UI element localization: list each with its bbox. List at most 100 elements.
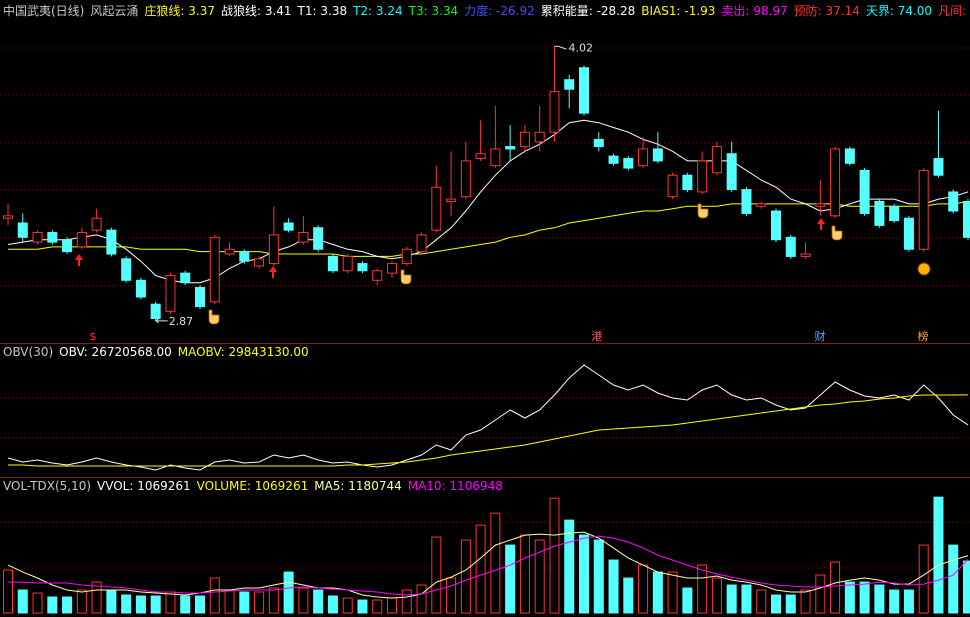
indicator: 卖出: 98.97 [721, 4, 788, 18]
panel-title: OBV(30) [3, 345, 54, 359]
volume-bar [593, 539, 604, 614]
candle-body [638, 148, 649, 167]
candle-body [682, 174, 693, 191]
volume-bar [918, 544, 929, 614]
candle-body [165, 275, 176, 312]
volume-bar [903, 589, 914, 614]
volume-bar [963, 560, 970, 614]
candle-body [963, 200, 970, 238]
candle-body [844, 148, 855, 164]
candle-body [180, 272, 191, 284]
candle-body [948, 191, 959, 212]
panel-title: VOL-TDX(5,10) [3, 479, 92, 493]
candle-body [195, 286, 205, 308]
hand-icons [208, 203, 843, 325]
volume-bar [652, 571, 663, 614]
volume-bar [490, 512, 501, 614]
volume-bar [135, 595, 146, 614]
candle-body [313, 227, 324, 250]
indicator: T3: 3.34 [408, 4, 459, 18]
legend-entry: VOLUME: 1069261 [196, 479, 309, 493]
volume-bar [711, 577, 722, 614]
panel-separators [0, 343, 970, 478]
volume-bar [62, 596, 73, 614]
volume-header: VOL-TDX(5,10) VVOL: 1069261 VOLUME: 106926… [3, 478, 503, 494]
volume-bar [446, 577, 457, 614]
series-line [7, 531, 969, 599]
candle-body [741, 189, 752, 214]
main-header: 中国武夷(日线) 风起云涌 庄狼线: 3.37 战狼线: 3.41 T1: 3.38 T2… [3, 3, 970, 19]
volume-bar [608, 559, 619, 614]
candle-body [91, 217, 102, 231]
event-marker: 榜 [918, 329, 929, 343]
candle-body [623, 158, 634, 169]
volume-bar [741, 584, 752, 614]
candle-body [135, 279, 146, 298]
volume-bar [416, 584, 427, 614]
event-marker: 港 [592, 330, 603, 343]
volume-bar [800, 589, 811, 614]
signal-icons [75, 203, 931, 325]
candle-body [268, 234, 279, 265]
candle-body [76, 232, 87, 248]
candle-body [431, 186, 442, 231]
volume-bar [91, 581, 102, 614]
volume-bar [505, 544, 516, 614]
volume-bar [239, 591, 250, 614]
candle-body [697, 160, 708, 193]
volume-bar [460, 539, 471, 614]
panel-subtitle: 风起云涌 [90, 4, 139, 18]
annotation-pointer [155, 318, 168, 324]
volume-bar [756, 589, 767, 614]
candle-body [667, 174, 678, 198]
volume-bar [638, 564, 649, 614]
candle-body [534, 131, 545, 143]
volume-bar [372, 599, 383, 614]
candle-body [254, 258, 265, 267]
volume-bar [844, 581, 855, 614]
volume-bar [76, 589, 87, 614]
volume-bar [667, 571, 678, 614]
candle-body [283, 222, 294, 231]
panel-title: 中国武夷(日线) [3, 4, 85, 18]
legend-entry: MAOBV: 29843130.00 [177, 345, 309, 359]
candle-body [815, 203, 826, 207]
volume-bar [387, 597, 397, 614]
volume-bar [889, 589, 900, 614]
candle-body [593, 138, 604, 148]
candle-body [933, 158, 944, 176]
candle-body [342, 255, 353, 272]
volume-bar [948, 544, 959, 614]
candle-body [771, 210, 781, 241]
candle-body [505, 146, 516, 150]
candle-body [785, 236, 796, 257]
volume-bar [165, 591, 176, 614]
candle-body [608, 155, 619, 164]
volume-bar [874, 584, 885, 614]
candle-body [224, 248, 235, 255]
candle-body [32, 232, 43, 243]
series-line [8, 201, 969, 257]
volume-bar [327, 595, 338, 614]
volume-bar [785, 594, 796, 614]
volume-bar [342, 597, 353, 614]
legend-entry: OBV: 26720568.00 [59, 345, 172, 359]
volume-bar [313, 589, 324, 614]
volume-bar [726, 584, 737, 614]
volume-bar [623, 577, 634, 614]
volume-bar [549, 497, 560, 614]
volume-bar [682, 587, 693, 614]
candle-body [874, 200, 885, 226]
volume-bar [298, 587, 309, 614]
volume-bar [401, 589, 412, 614]
candle-body [889, 205, 900, 222]
volume-bar [475, 524, 486, 614]
candle-body [387, 263, 397, 274]
volume-bar [564, 519, 575, 614]
buy-arrow [817, 218, 825, 230]
high-annotation: 4.02 [568, 41, 593, 54]
candle-body [859, 169, 870, 214]
